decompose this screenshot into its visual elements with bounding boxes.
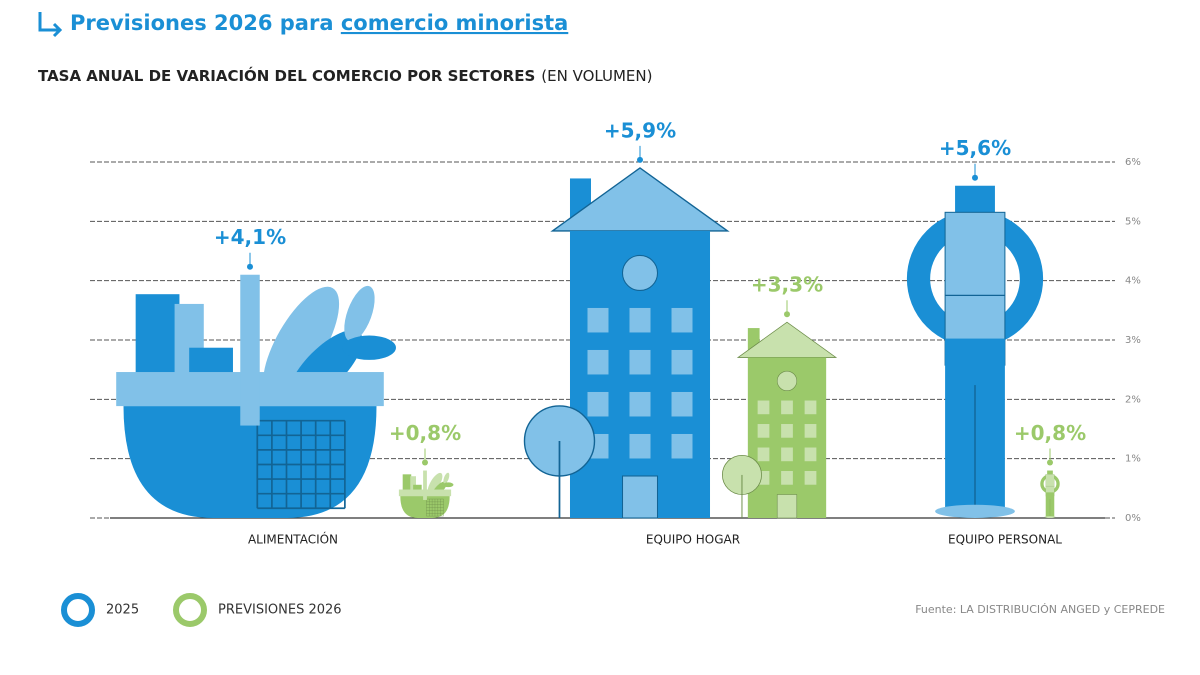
leaf — [344, 285, 375, 342]
bar — [721, 321, 838, 519]
title-arrow — [38, 12, 63, 38]
bar — [906, 185, 1044, 518]
window — [781, 447, 793, 462]
legend-label: PREVISIONES 2026 — [218, 603, 342, 618]
door — [621, 475, 659, 519]
chart-subtitle: (EN VOLUMEN) — [541, 67, 652, 85]
y-tick-label: 3% — [1125, 335, 1141, 346]
data-label: +5,9% — [604, 118, 676, 142]
head — [1047, 470, 1053, 475]
window — [587, 307, 609, 333]
window — [671, 349, 693, 375]
y-tick-label: 2% — [1125, 394, 1141, 405]
y-tick-label: 4% — [1125, 276, 1141, 287]
value-dot — [784, 311, 790, 318]
x-tick-label: ALIMENTACIÓN — [248, 532, 338, 547]
window — [587, 391, 609, 417]
leaf — [443, 482, 454, 488]
title-link[interactable]: comercio minorista — [341, 11, 568, 35]
window — [757, 424, 770, 438]
bar — [1040, 470, 1060, 518]
value-dot — [1047, 459, 1053, 466]
y-tick-label: 6% — [1125, 157, 1141, 168]
value-dot — [247, 263, 253, 270]
page-title: Previsiones 2026 para comercio minorista — [70, 11, 568, 35]
bowl — [123, 406, 377, 518]
window — [804, 447, 817, 462]
window — [671, 391, 693, 417]
window — [757, 471, 770, 485]
window — [781, 400, 793, 415]
data-label: +0,8% — [1014, 421, 1086, 445]
window — [629, 391, 651, 417]
handle — [240, 274, 260, 426]
value-dot — [972, 174, 978, 181]
window-round — [776, 370, 798, 392]
carrot — [427, 472, 443, 495]
window — [671, 433, 693, 459]
window — [757, 447, 770, 462]
window — [757, 400, 770, 415]
head — [955, 185, 995, 213]
window — [804, 424, 817, 438]
value-dot — [422, 459, 428, 466]
window-round — [621, 254, 659, 291]
y-tick-label: 0% — [1125, 513, 1141, 524]
legend-swatch — [173, 593, 207, 627]
x-tick-label: EQUIPO HOGAR — [646, 533, 740, 547]
window — [781, 471, 793, 485]
data-label: +0,8% — [389, 421, 461, 445]
bar — [523, 167, 730, 519]
bar — [116, 274, 396, 518]
title-lead: Previsiones 2026 para — [70, 11, 341, 35]
box — [402, 474, 412, 493]
legend-label: 2025 — [106, 603, 139, 618]
roof — [736, 321, 838, 358]
feet — [935, 504, 1015, 518]
leaf — [342, 335, 396, 360]
feet — [1044, 516, 1056, 518]
chimney — [747, 328, 760, 352]
window — [587, 349, 609, 375]
box — [413, 484, 422, 492]
window — [629, 349, 651, 375]
data-label: +3,3% — [751, 273, 823, 297]
box — [410, 476, 416, 493]
legend-swatch — [61, 593, 95, 627]
y-tick-label: 1% — [1125, 454, 1141, 465]
window — [671, 307, 693, 333]
carrot — [263, 286, 340, 399]
leaf — [443, 472, 450, 484]
bar — [398, 470, 454, 518]
door — [776, 494, 798, 519]
window — [781, 424, 793, 438]
handle — [423, 470, 427, 500]
chart-title-main: TASA ANUAL DE VARIACIÓN DEL COMERCIO POR… — [38, 66, 535, 85]
box — [135, 294, 180, 387]
x-tick-label: EQUIPO PERSONAL — [948, 533, 1062, 547]
window — [629, 433, 651, 459]
window — [804, 400, 817, 415]
data-label: +4,1% — [214, 225, 286, 249]
y-tick-label: 5% — [1125, 216, 1141, 227]
data-label: +5,6% — [939, 136, 1011, 160]
bowl — [400, 496, 450, 518]
source: Fuente: LA DISTRIBUCIÓN ANGED y CEPREDE — [915, 603, 1165, 616]
chart-title: TASA ANUAL DE VARIACIÓN DEL COMERCIO POR… — [38, 66, 652, 85]
window — [804, 471, 817, 485]
window — [629, 307, 651, 333]
value-dot — [637, 156, 643, 163]
roof — [550, 167, 730, 232]
